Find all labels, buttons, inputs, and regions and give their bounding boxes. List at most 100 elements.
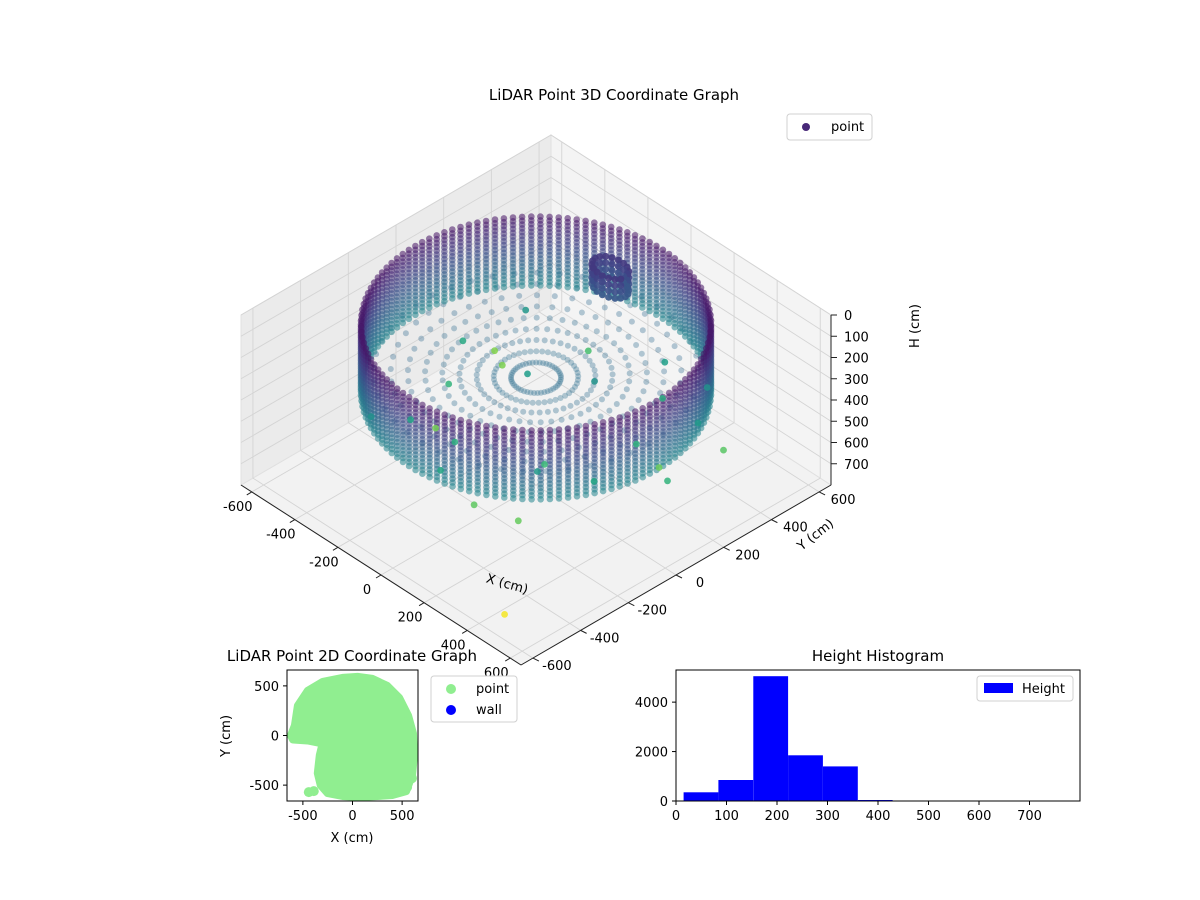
chart-3d-z-tick-label: 600 bbox=[844, 437, 869, 452]
chart-3d-point bbox=[633, 440, 640, 448]
chart-3d-point bbox=[367, 413, 375, 420]
chart-3d-y-tick bbox=[818, 491, 826, 496]
chart-3d-point bbox=[383, 445, 391, 452]
chart-3d-point bbox=[560, 405, 567, 412]
chart-3d-point bbox=[608, 364, 615, 371]
chart-3d-z-tick-label: 300 bbox=[844, 373, 869, 388]
chart-3d-point bbox=[605, 287, 613, 295]
chart-3d-x-tick-label: 200 bbox=[398, 611, 423, 626]
chart-3d-x-tick-label: 400 bbox=[441, 638, 466, 653]
chart-3d-point bbox=[527, 348, 534, 355]
histogram-bar bbox=[753, 676, 789, 801]
chart-3d-point bbox=[590, 341, 597, 348]
chart-3d-point bbox=[513, 384, 520, 390]
chart-3d-point bbox=[655, 464, 663, 471]
chart-3d-point bbox=[509, 283, 517, 290]
chart-3d-point bbox=[507, 394, 514, 401]
chart-3d-point bbox=[655, 346, 662, 353]
chart-3d-point bbox=[523, 399, 530, 406]
chart-3d-y-tick bbox=[532, 657, 540, 662]
chart-3d-point bbox=[498, 295, 505, 302]
chart-2d-y-tick-label: 0 bbox=[271, 730, 279, 745]
chart-3d-point bbox=[508, 376, 515, 383]
chart-3d-point bbox=[534, 390, 541, 396]
chart-3d-point bbox=[533, 348, 540, 355]
chart-2d-plot-area bbox=[287, 672, 418, 801]
chart-3d-point bbox=[522, 326, 529, 333]
chart-3d-point bbox=[703, 384, 711, 391]
chart-3d-point bbox=[664, 477, 671, 485]
chart-3d-point bbox=[638, 350, 645, 357]
chart-3d-point bbox=[596, 346, 603, 353]
chart-3d-point bbox=[466, 395, 473, 402]
chart-3d-point bbox=[605, 281, 613, 288]
chart-2d-x-axis-label: X (cm) bbox=[331, 831, 374, 846]
chart-3d-point bbox=[547, 398, 554, 405]
histogram-legend-label: Height bbox=[1022, 682, 1065, 697]
chart-3d-gridline-y bbox=[491, 339, 772, 520]
chart-3d-legend-marker-point bbox=[802, 123, 810, 131]
chart-3d-point bbox=[605, 319, 611, 326]
chart-3d-gridline-z bbox=[240, 262, 552, 443]
chart-3d-point bbox=[441, 385, 448, 392]
chart-3d-point bbox=[611, 288, 619, 296]
chart-3d-point bbox=[573, 399, 580, 406]
chart-3d-point bbox=[625, 333, 632, 340]
chart-3d-point bbox=[544, 408, 551, 415]
chart-3d-point bbox=[578, 309, 585, 316]
chart-3d-point bbox=[457, 485, 465, 493]
histogram-x-tick-label: 200 bbox=[765, 809, 790, 824]
chart-3d-point bbox=[646, 307, 653, 315]
chart-3d-point bbox=[587, 387, 594, 394]
chart-2d-x-tick-label: 0 bbox=[348, 809, 356, 824]
chart-3d-point bbox=[427, 326, 434, 333]
chart-3d-point bbox=[571, 319, 578, 326]
chart-3d-y-tick-label: 400 bbox=[783, 521, 808, 536]
chart-3d-gridline-z bbox=[240, 155, 552, 337]
chart-3d-point bbox=[408, 388, 415, 395]
chart-3d-point bbox=[522, 306, 530, 314]
chart-3d-panes bbox=[240, 134, 832, 666]
chart-3d-point bbox=[577, 349, 584, 356]
chart-3d-point bbox=[390, 353, 397, 360]
chart-3d-point bbox=[564, 494, 572, 501]
chart-3d-point bbox=[626, 370, 633, 377]
chart-3d-point bbox=[593, 281, 601, 289]
chart-3d-point bbox=[461, 389, 468, 396]
chart-3d-point bbox=[492, 493, 499, 500]
chart-3d-points bbox=[357, 213, 727, 618]
chart-3d-point bbox=[488, 309, 495, 316]
chart-3d-point bbox=[475, 381, 482, 388]
chart-3d-point bbox=[509, 380, 516, 387]
chart-3d-point bbox=[617, 275, 625, 283]
chart-3d-point bbox=[557, 340, 564, 347]
chart-3d-point bbox=[463, 333, 470, 340]
chart-3d-gridline-y bbox=[300, 450, 581, 631]
chart-3d-point bbox=[411, 345, 418, 352]
chart-histogram: Height Histogram 0 100 200 300 400 500 600 7000… bbox=[635, 647, 1081, 824]
chart-3d-point bbox=[497, 402, 504, 409]
chart-3d-point bbox=[537, 496, 544, 503]
chart-3d-point bbox=[546, 495, 554, 503]
chart-3d-point bbox=[441, 480, 449, 487]
histogram-legend-box bbox=[976, 675, 1074, 702]
chart-3d-point bbox=[557, 376, 564, 383]
histogram-bar bbox=[718, 780, 754, 801]
chart-3d-point bbox=[643, 369, 650, 376]
chart-3d-point bbox=[479, 357, 486, 364]
chart-3d-point bbox=[661, 358, 669, 366]
chart-2d-point bbox=[407, 758, 417, 769]
chart-3d-point bbox=[577, 410, 584, 417]
chart-3d-point bbox=[556, 380, 563, 387]
chart-3d-point bbox=[553, 366, 560, 373]
chart-3d-point bbox=[482, 286, 490, 294]
chart-3d-x-tick-label: 0 bbox=[363, 583, 371, 598]
chart-3d-point bbox=[616, 326, 622, 333]
chart-3d-point bbox=[510, 367, 517, 374]
chart-3d-point bbox=[653, 311, 660, 319]
chart-3d-point bbox=[479, 406, 486, 412]
chart-3d-point bbox=[602, 352, 609, 359]
chart-3d-point bbox=[586, 299, 592, 306]
chart-3d-point bbox=[388, 449, 396, 457]
chart-3d-point bbox=[617, 288, 625, 296]
